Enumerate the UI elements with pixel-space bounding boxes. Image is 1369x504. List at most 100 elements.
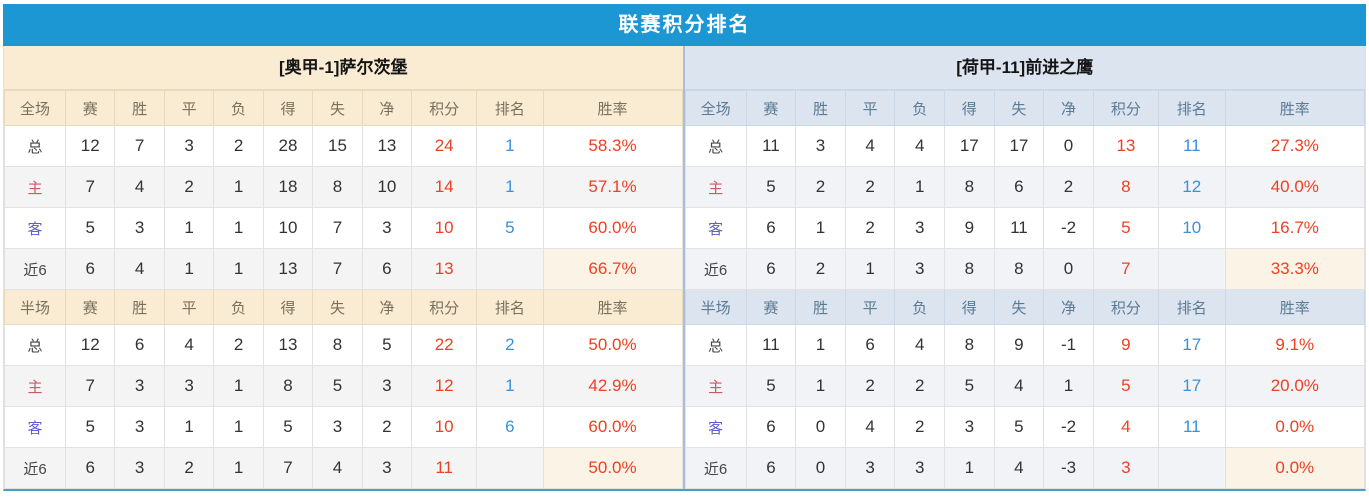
column-header: 积分 — [411, 289, 478, 325]
stat-goals-against: 5 — [312, 365, 363, 407]
winrate-cell: 66.7% — [542, 248, 683, 290]
column-header: 积分 — [411, 90, 478, 126]
stat-wins: 7 — [114, 125, 165, 167]
column-header: 胜 — [114, 90, 165, 126]
column-header: 积分 — [1092, 90, 1160, 126]
away-team-stats-table: 全场赛胜平负得失净积分 排名 胜率 总 11 3 4 4 17 17 0 13 11 — [684, 90, 1366, 489]
column-header: 平 — [163, 90, 215, 126]
column-header: 负 — [894, 90, 946, 126]
column-header: 负 — [213, 90, 264, 126]
stat-wins: 6 — [114, 324, 165, 366]
table-row: 总 11 3 4 4 17 17 0 13 11 27.3% — [684, 125, 1366, 167]
row-label: 近6 — [684, 248, 747, 290]
stat-goal-diff: 5 — [361, 324, 413, 366]
halftime-rows: 总 12 6 4 2 13 8 5 22 2 50.0% 主 7 — [4, 324, 683, 489]
stat-draws: 1 — [163, 406, 215, 448]
stat-losses: 1 — [894, 166, 946, 208]
points-cell: 11 — [411, 447, 478, 489]
stat-losses: 1 — [213, 406, 264, 448]
stat-wins: 1 — [795, 207, 846, 249]
stat-goals-against: 11 — [993, 207, 1045, 249]
column-header: 平 — [163, 289, 215, 325]
stat-goals-against: 4 — [312, 447, 363, 489]
league-standings-page: 联赛积分排名 [奥甲-1]萨尔茨堡 全场赛胜平负得失净积分 排名 胜率 总 12 — [3, 4, 1366, 491]
row-label: 总 — [4, 125, 66, 167]
stat-goal-diff: 13 — [361, 125, 413, 167]
away-team-header: [荷甲-11]前进之鹰 — [684, 46, 1365, 90]
points-cell: 12 — [411, 365, 478, 407]
rank-cell: 11 — [1158, 125, 1226, 167]
rank-cell: 12 — [1158, 166, 1226, 208]
stat-matches: 6 — [64, 248, 116, 290]
rank-cell: 1 — [476, 365, 544, 407]
stat-matches: 12 — [64, 125, 116, 167]
stat-goals-for: 3 — [944, 406, 995, 448]
stat-draws: 1 — [163, 207, 215, 249]
stat-goal-diff: 10 — [361, 166, 413, 208]
stat-losses: 2 — [213, 324, 264, 366]
stat-wins: 4 — [114, 166, 165, 208]
stat-goal-diff: 1 — [1043, 365, 1094, 407]
column-header: 得 — [944, 90, 995, 126]
fulltime-header-row: 全场赛胜平负得失净积分 排名 胜率 — [4, 90, 683, 126]
stat-matches: 11 — [745, 125, 797, 167]
table-row: 总 12 6 4 2 13 8 5 22 2 50.0% — [4, 324, 683, 366]
stat-goal-diff: -2 — [1043, 207, 1094, 249]
stat-matches: 6 — [745, 207, 797, 249]
column-header: 赛 — [64, 289, 116, 325]
rank-cell: 2 — [476, 324, 544, 366]
table-row: 主 5 1 2 2 5 4 1 5 17 20.0% — [684, 365, 1366, 407]
column-header: 半场 — [684, 289, 747, 325]
stat-goals-against: 17 — [993, 125, 1045, 167]
column-header: 排名 — [1158, 90, 1226, 126]
stat-wins: 3 — [795, 125, 846, 167]
stat-losses: 3 — [894, 447, 946, 489]
column-header: 赛 — [64, 90, 116, 126]
table-row: 近6 6 2 1 3 8 8 0 7 33.3% — [684, 248, 1366, 290]
rank-cell — [476, 447, 544, 489]
stat-goals-for: 9 — [944, 207, 995, 249]
winrate-cell: 50.0% — [542, 447, 683, 489]
stat-goals-against: 8 — [993, 248, 1045, 290]
rank-cell: 6 — [476, 406, 544, 448]
stat-goals-for: 10 — [262, 207, 314, 249]
stat-losses: 1 — [213, 166, 264, 208]
column-header: 平 — [844, 90, 896, 126]
stat-wins: 3 — [114, 365, 165, 407]
winrate-cell: 58.3% — [542, 125, 683, 167]
stat-goals-for: 8 — [944, 248, 995, 290]
winrate-cell: 60.0% — [542, 207, 683, 249]
halftime-rows: 总 11 1 6 4 8 9 -1 9 17 9.1% 主 5 1 — [684, 324, 1366, 489]
rank-cell: 1 — [476, 166, 544, 208]
away-team-panel: [荷甲-11]前进之鹰 全场赛胜平负得失净积分 排名 胜率 总 11 3 4 — [684, 46, 1366, 489]
stat-goal-diff: 0 — [1043, 125, 1094, 167]
stat-goals-against: 8 — [312, 324, 363, 366]
column-header: 净 — [361, 289, 413, 325]
stat-goals-against: 4 — [993, 447, 1045, 489]
stat-losses: 2 — [894, 406, 946, 448]
table-row: 客 5 3 1 1 10 7 3 10 5 60.0% — [4, 207, 683, 249]
winrate-cell: 60.0% — [542, 406, 683, 448]
column-header: 排名 — [476, 289, 544, 325]
row-label: 主 — [684, 166, 747, 208]
stat-draws: 2 — [844, 166, 896, 208]
winrate-cell: 27.3% — [1224, 125, 1366, 167]
home-team-panel: [奥甲-1]萨尔茨堡 全场赛胜平负得失净积分 排名 胜率 总 12 7 3 — [4, 46, 685, 489]
stat-goals-for: 18 — [262, 166, 314, 208]
points-cell: 5 — [1092, 365, 1160, 407]
table-row: 主 7 3 3 1 8 5 3 12 1 42.9% — [4, 365, 683, 407]
fulltime-rows: 总 12 7 3 2 28 15 13 24 1 58.3% 主 7 — [4, 125, 683, 290]
stat-draws: 2 — [163, 447, 215, 489]
column-header: 负 — [213, 289, 264, 325]
stat-losses: 4 — [894, 324, 946, 366]
stat-draws: 3 — [163, 365, 215, 407]
stat-wins: 3 — [114, 447, 165, 489]
row-label: 近6 — [4, 248, 66, 290]
column-header: 失 — [993, 90, 1045, 126]
column-header: 胜率 — [542, 289, 683, 325]
table-row: 总 11 1 6 4 8 9 -1 9 17 9.1% — [684, 324, 1366, 366]
column-header: 全场 — [684, 90, 747, 126]
winrate-cell: 20.0% — [1224, 365, 1366, 407]
column-header: 排名 — [1158, 289, 1226, 325]
stat-goals-for: 8 — [944, 324, 995, 366]
